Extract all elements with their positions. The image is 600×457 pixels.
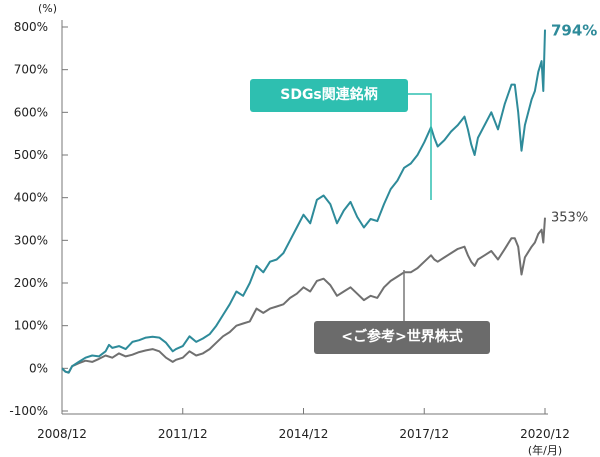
sdg-series-callout: SDGs関連銘柄: [250, 79, 408, 112]
y-tick-label: 700%: [14, 63, 48, 77]
x-tick-label: 2008/12: [37, 427, 87, 441]
world-series-line: [61, 217, 546, 374]
y-tick-label: 800%: [14, 20, 48, 34]
y-tick-label: 0%: [29, 361, 48, 375]
y-tick-label: -100%: [9, 404, 48, 418]
sdg-end-value-label: 794%: [551, 22, 597, 40]
y-tick-label: 400%: [14, 191, 48, 205]
y-unit-label: (%): [38, 2, 57, 15]
y-tick-label: 100%: [14, 319, 48, 333]
y-tick-label: 200%: [14, 276, 48, 290]
sdg-callout-connector: [408, 93, 432, 200]
x-tick-label: 2011/12: [158, 427, 208, 441]
y-tick-label: 600%: [14, 105, 48, 119]
x-unit-label: (年/月): [528, 443, 562, 457]
y-tick-label: 500%: [14, 148, 48, 162]
world-end-value-label: 353%: [551, 211, 588, 226]
y-tick-label: 300%: [14, 233, 48, 247]
x-tick-label: 2014/12: [279, 427, 329, 441]
x-tick-label: 2020/12: [520, 427, 570, 441]
sdg-series-line: [61, 29, 546, 374]
world-series-callout: <ご参考>世界株式: [314, 321, 490, 354]
x-tick-label: 2017/12: [399, 427, 449, 441]
